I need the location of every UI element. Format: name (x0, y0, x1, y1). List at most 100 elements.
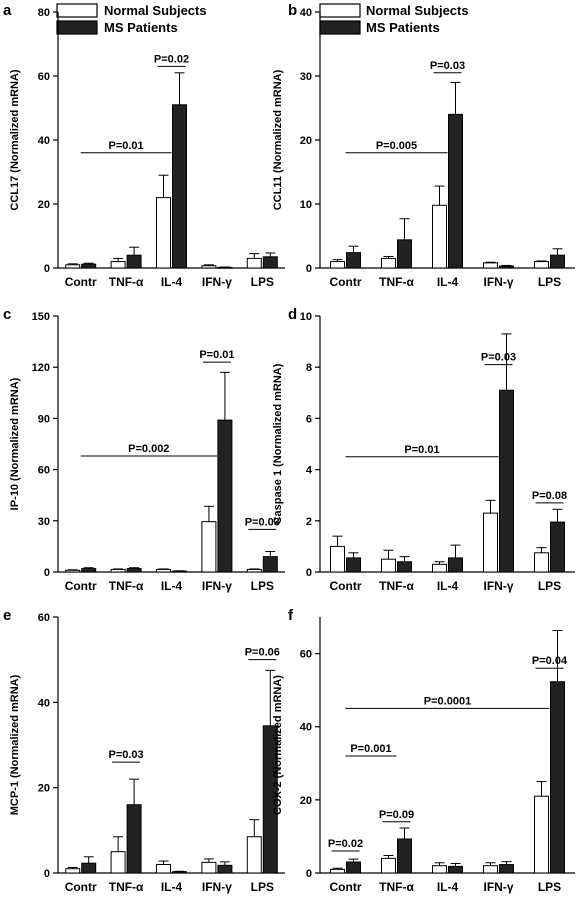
bar-normal (381, 257, 396, 269)
y-tick-label: 0 (306, 868, 312, 880)
bar-normal (330, 868, 345, 874)
bar-ms (81, 263, 97, 269)
y-tick-label: 8 (306, 362, 312, 374)
panel-letter: d (288, 306, 297, 323)
p-value-label: P=0.06 (245, 647, 280, 659)
x-tick-label: IL-4 (161, 275, 183, 289)
x-tick-label: Contr (330, 275, 362, 289)
y-tick-label: 30 (38, 516, 50, 528)
x-tick-label: IFN-γ (202, 579, 232, 593)
bar-ms (126, 568, 142, 573)
legend-normal-swatch-b (319, 3, 361, 18)
y-tick-label: 20 (38, 783, 50, 795)
y-tick-label: 60 (300, 649, 312, 661)
bar-ms (448, 865, 463, 874)
x-tick-label: LPS (538, 579, 561, 593)
p-value-label: P=0.04 (532, 655, 568, 667)
y-tick-label: 40 (300, 722, 312, 734)
panel-letter: c (3, 306, 11, 323)
x-tick-label: IFN-γ (202, 275, 232, 289)
bar-ms (550, 254, 565, 269)
panel-b: b CCL11 (Normalized mRNA) 0 10 20 30 40 Contr TN… (272, 2, 575, 289)
bar-normal (483, 262, 498, 269)
y-axis-label: MCP-1 (Normalized mRNA) (9, 674, 21, 815)
bar-normal (156, 863, 171, 874)
panel-e: e MCP-1 (Normalized mRNA) 0 20 40 60 Contr TNF-… (3, 607, 285, 894)
y-tick-label: 40 (38, 697, 50, 709)
bar-ms (499, 265, 514, 269)
y-tick-label: 20 (38, 199, 50, 211)
panel-letter: f (288, 607, 294, 624)
legend-group: Normal Subjects MS Patients (56, 3, 207, 35)
bar-ms (397, 838, 412, 874)
y-tick-label: 0 (306, 567, 312, 579)
bar-normal (110, 568, 126, 573)
bar-normal (534, 795, 549, 874)
bar-ms (262, 256, 278, 269)
bar-ms (81, 568, 97, 573)
bar-normal (246, 836, 262, 874)
y-axis-label: COX-2 (Normalized mRNA) (272, 675, 284, 815)
y-tick-label: 20 (300, 135, 312, 147)
bar-ms (346, 557, 361, 573)
legend-ms-swatch-b (319, 20, 361, 35)
bar-normal (65, 868, 81, 874)
p-value-label: P=0.09 (379, 809, 414, 821)
bar-ms (217, 864, 233, 874)
bar-ms (172, 871, 187, 874)
x-tick-label: Contr (330, 579, 362, 593)
x-tick-label: LPS (538, 275, 561, 289)
y-tick-label: 20 (300, 795, 312, 807)
bar-normal (201, 521, 217, 573)
x-tick-label: TNF-α (379, 880, 414, 894)
panel-c: c IP-10 (Normalized mRNA) 0 30 60 90 120 150 Con… (3, 306, 285, 593)
p-value-label: P=0.02 (154, 53, 189, 65)
bar-ms (217, 266, 233, 269)
bar-normal (110, 851, 126, 874)
p-value-label: P=0.08 (532, 490, 567, 502)
x-tick-label: IFN-γ (484, 880, 514, 894)
bar-normal (246, 568, 262, 573)
bar-normal (534, 261, 549, 269)
y-axis-label: Caspase 1 (Normalized mRNA) (272, 363, 284, 524)
y-tick-label: 120 (32, 362, 50, 374)
panel-letter: b (288, 2, 297, 19)
p-value-label: P=0.002 (128, 443, 169, 455)
x-tick-label: IL-4 (161, 880, 183, 894)
x-tick-label: IL-4 (437, 880, 459, 894)
x-tick-label: TNF-α (379, 579, 414, 593)
x-tick-label: Contr (65, 579, 97, 593)
x-tick-label: TNF-α (109, 275, 144, 289)
y-tick-label: 40 (38, 135, 50, 147)
legend-ms-label: MS Patients (104, 20, 178, 35)
x-tick-label: Contr (65, 880, 97, 894)
x-tick-label: TNF-α (379, 275, 414, 289)
bar-normal (483, 865, 498, 874)
y-tick-label: 0 (44, 868, 50, 880)
legend-normal-swatch (56, 3, 98, 18)
panel-f: f COX-2 (Normalized mRNA) 0 20 40 60 Contr TNF-… (272, 607, 575, 894)
bar-normal (432, 865, 447, 874)
y-tick-label: 150 (32, 311, 50, 323)
y-axis-label: CCL17 (Normalized mRNA) (9, 69, 21, 211)
x-tick-label: IFN-γ (484, 275, 514, 289)
bar-normal (65, 264, 81, 269)
p-value-label: P=0.03 (245, 516, 280, 528)
p-value-label: P=0.01 (199, 349, 234, 361)
x-tick-label: Contr (330, 880, 362, 894)
bar-ms (126, 804, 142, 874)
x-tick-label: IFN-γ (202, 880, 232, 894)
bar-ms (550, 681, 565, 874)
bar-normal (201, 861, 217, 874)
p-value-label: P=0.01 (109, 140, 144, 152)
legend-normal-label-b: Normal Subjects (366, 3, 469, 18)
bar-normal (534, 552, 549, 573)
bar-ms (346, 252, 361, 269)
y-tick-label: 0 (44, 567, 50, 579)
bar-ms (550, 521, 565, 573)
panel-letter: e (3, 607, 11, 624)
bar-normal (156, 568, 171, 573)
bar-normal (432, 204, 447, 269)
bar-normal (381, 857, 396, 874)
x-tick-label: LPS (251, 880, 274, 894)
